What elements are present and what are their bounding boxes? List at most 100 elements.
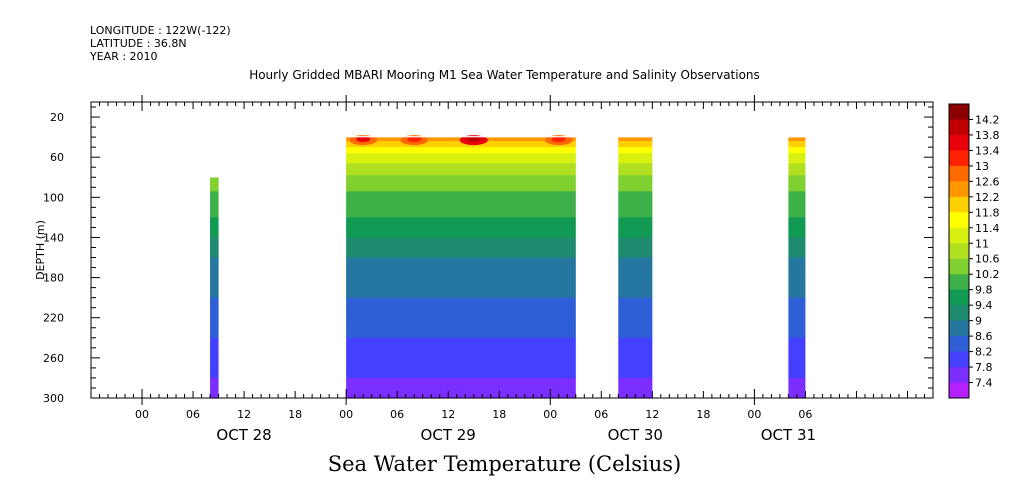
temperature-cell	[618, 139, 653, 142]
temperature-cell	[210, 227, 219, 231]
temperature-cell	[210, 367, 219, 371]
temperature-cell	[346, 305, 576, 309]
temperature-cell	[618, 273, 653, 277]
temperature-cell	[210, 309, 219, 313]
temperature-cell	[210, 281, 219, 285]
temperature-cell	[210, 233, 219, 237]
temperature-cell	[210, 337, 219, 341]
temperature-cell	[346, 225, 576, 229]
temperature-cell	[210, 195, 219, 198]
temperature-cell	[788, 359, 806, 363]
temperature-cell	[210, 385, 219, 389]
colorbar-swatch	[949, 367, 969, 383]
temperature-cell	[210, 253, 219, 257]
temperature-cell	[788, 377, 806, 381]
temperature-cell	[618, 297, 653, 301]
temperature-cell	[788, 257, 806, 261]
chart-footer-title: Sea Water Temperature (Celsius)	[327, 452, 682, 476]
temperature-cell	[618, 213, 653, 216]
temperature-cell	[346, 259, 576, 263]
temperature-cell	[788, 173, 806, 176]
chart-title: Hourly Gridded MBARI Mooring M1 Sea Wate…	[249, 68, 760, 82]
temperature-cell	[788, 193, 806, 196]
temperature-cell	[788, 383, 806, 387]
temperature-cell	[788, 163, 806, 166]
temperature-cell	[618, 189, 653, 192]
temperature-cell	[210, 279, 219, 283]
temperature-cell	[788, 301, 806, 305]
temperature-cell	[788, 239, 806, 243]
temperature-cell	[788, 251, 806, 255]
temperature-cell	[788, 335, 806, 339]
temperature-cell	[618, 195, 653, 198]
temperature-cell	[210, 361, 219, 365]
temperature-cell	[210, 365, 219, 369]
temperature-cell	[210, 333, 219, 337]
temperature-cell	[788, 343, 806, 347]
temperature-cell	[618, 249, 653, 253]
temperature-cell	[618, 269, 653, 273]
temperature-cell	[618, 235, 653, 239]
temperature-cell	[788, 203, 806, 206]
temperature-cell	[346, 291, 576, 295]
temperature-cell	[618, 181, 653, 184]
temperature-cell	[788, 305, 806, 309]
temperature-cell	[210, 187, 219, 190]
temperature-cell	[346, 235, 576, 239]
temperature-cell	[618, 283, 653, 287]
temperature-cell	[346, 321, 576, 325]
y-tick-label: 180	[43, 272, 64, 285]
colorbar-label: 8.6	[975, 330, 993, 343]
temperature-cell	[210, 373, 219, 377]
temperature-cell	[346, 301, 576, 305]
temperature-cell	[788, 211, 806, 214]
temperature-cell	[346, 379, 576, 383]
temperature-cell	[788, 355, 806, 359]
temperature-cell	[788, 171, 806, 174]
temperature-cell	[210, 245, 219, 249]
colorbar-swatch	[949, 258, 969, 275]
temperature-cell	[788, 197, 806, 200]
temperature-cell	[788, 153, 806, 156]
colorbar-swatch	[949, 196, 969, 213]
temperature-cell	[788, 243, 806, 247]
temperature-cell	[788, 271, 806, 275]
temperature-cell	[618, 197, 653, 200]
colorbar-label: 13	[975, 160, 989, 173]
temperature-cell	[210, 393, 219, 397]
temperature-cell	[346, 331, 576, 335]
temperature-cell	[346, 241, 576, 245]
temperature-cell	[346, 215, 576, 218]
temperature-cell	[210, 355, 219, 359]
temperature-cell	[788, 149, 806, 152]
temperature-cell	[346, 197, 576, 200]
temperature-cell	[346, 233, 576, 237]
temperature-cell	[618, 327, 653, 331]
temperature-cell	[788, 187, 806, 190]
temperature-cell	[346, 325, 576, 329]
temperature-cell	[346, 295, 576, 299]
temperature-cell	[210, 313, 219, 317]
temperature-cell	[346, 309, 576, 313]
data-block	[618, 136, 653, 399]
temperature-cell	[210, 239, 219, 243]
temperature-cell	[788, 363, 806, 367]
temperature-cell	[346, 147, 576, 150]
temperature-cell	[618, 175, 653, 178]
longitude-label: LONGITUDE : 122W(-122)	[90, 24, 231, 37]
temperature-cell	[788, 237, 806, 241]
colorbar-frame	[948, 103, 970, 399]
temperature-cell	[346, 171, 576, 174]
colorbar-swatch	[949, 305, 969, 322]
temperature-cell	[346, 189, 576, 192]
temperature-cell	[618, 223, 653, 227]
temperature-cell	[210, 293, 219, 297]
temperature-cell	[788, 373, 806, 377]
temperature-cell	[346, 209, 576, 212]
temperature-cell	[618, 149, 653, 152]
temperature-cell	[618, 357, 653, 361]
temperature-cell	[788, 231, 806, 235]
temperature-cell	[788, 311, 806, 315]
temperature-cell	[210, 181, 219, 184]
temperature-cell	[210, 327, 219, 331]
